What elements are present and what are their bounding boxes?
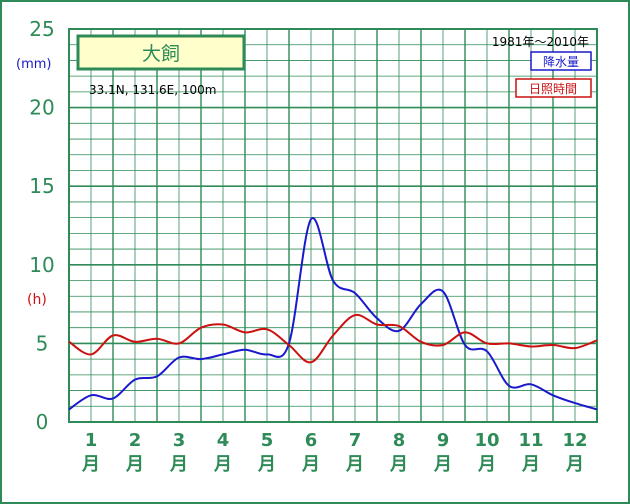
- month-number: 10: [474, 430, 499, 451]
- y-tick-label: 20: [29, 96, 54, 120]
- month-label: 月: [565, 454, 584, 475]
- month-number: 11: [518, 430, 543, 451]
- month-number: 5: [261, 430, 274, 451]
- x-axis-months: 1 月 2 月 3 月 4 月 5 月 6 月 7 月 8 月 9 月 10 月 11 月 12 月: [81, 430, 588, 475]
- y-axis-ticks: 0 5 10 15 20 25: [29, 17, 54, 434]
- legend-precip-label: 降水量: [543, 55, 579, 69]
- y-tick-label: 15: [29, 174, 54, 198]
- month-label: 月: [301, 454, 320, 475]
- month-label: 月: [521, 454, 540, 475]
- y-tick-label: 10: [29, 253, 54, 277]
- plot-frame: [68, 28, 598, 423]
- month-number: 3: [173, 430, 186, 451]
- month-number: 2: [129, 430, 142, 451]
- period-label: 1981年〜2010年: [492, 35, 589, 49]
- y-tick-label: 25: [29, 17, 54, 41]
- station-name-box: [76, 34, 246, 71]
- y-tick-label: 0: [36, 410, 49, 434]
- month-label: 月: [389, 454, 408, 475]
- month-label: 月: [345, 454, 364, 475]
- month-number: 1: [85, 430, 98, 451]
- unit-mm: (mm): [16, 57, 51, 72]
- station-coords: 33.1N, 131.6E, 100m: [89, 83, 216, 97]
- sunshine-line: [68, 313, 598, 364]
- month-number: 4: [217, 430, 230, 451]
- month-label: 月: [433, 454, 452, 475]
- legend-sunshine-box: [515, 78, 592, 98]
- month-number: 7: [349, 430, 362, 451]
- month-label: 月: [81, 454, 100, 475]
- station-name: 大飼: [142, 43, 180, 65]
- month-label: 月: [213, 454, 232, 475]
- precip-line: [68, 217, 598, 411]
- legend-precip-box: [530, 51, 592, 71]
- legend-sunshine-label: 日照時間: [529, 82, 577, 96]
- month-label: 月: [477, 454, 496, 475]
- chart-series: [68, 217, 598, 411]
- month-number: 12: [562, 430, 587, 451]
- unit-h: (h): [27, 292, 47, 308]
- month-number: 9: [437, 430, 450, 451]
- month-number: 6: [305, 430, 318, 451]
- month-label: 月: [257, 454, 276, 475]
- y-tick-label: 5: [36, 331, 49, 355]
- month-label: 月: [169, 454, 188, 475]
- month-label: 月: [125, 454, 144, 475]
- month-number: 8: [393, 430, 406, 451]
